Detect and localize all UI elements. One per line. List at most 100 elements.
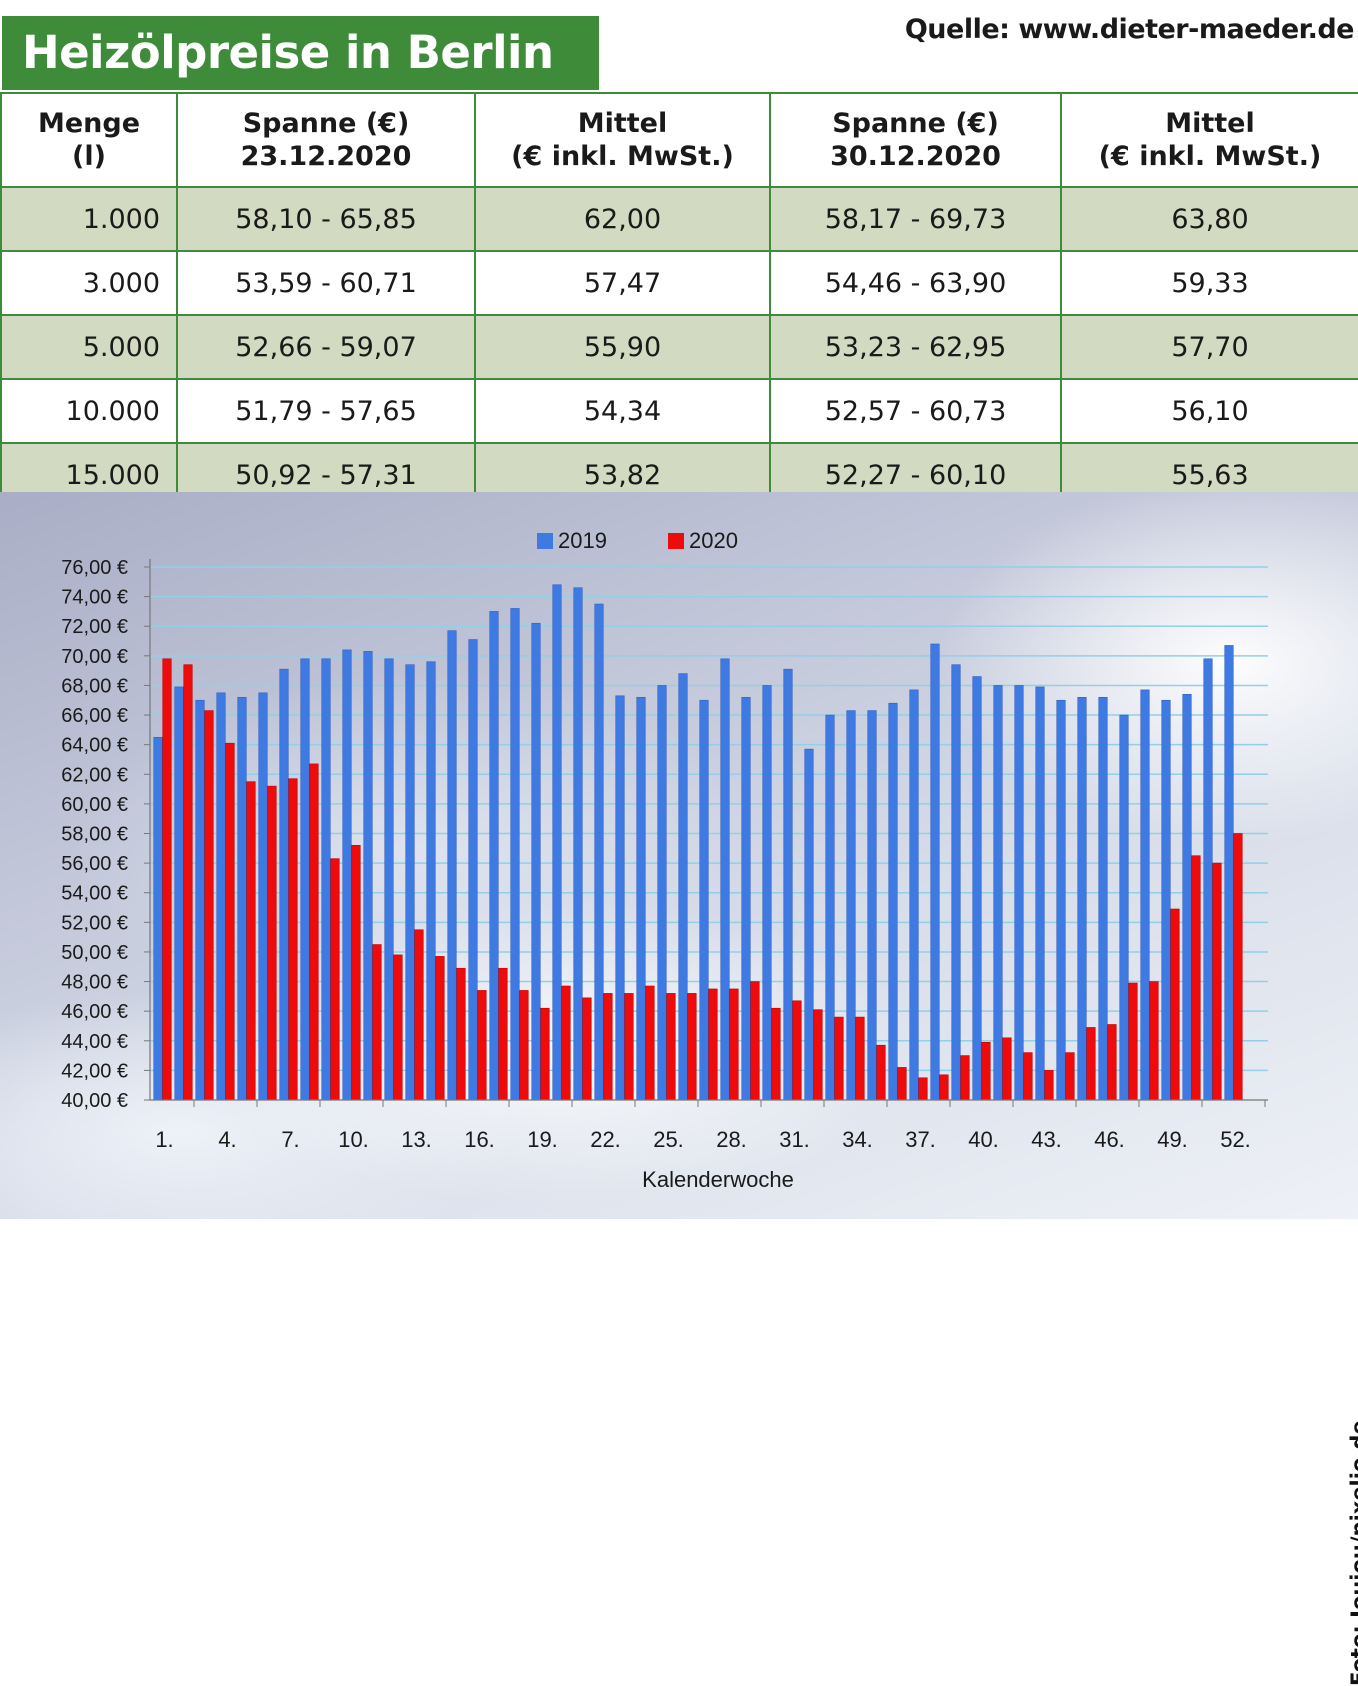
bar-2019-week-24 xyxy=(636,696,646,1101)
x-tick-label: 13. xyxy=(401,1127,432,1152)
bar-2020-week-42 xyxy=(1023,1052,1033,1101)
cell-spanne-2312: 58,10 - 65,85 xyxy=(176,186,476,252)
bar-2019-week-30 xyxy=(762,685,772,1101)
x-tick-label: 34. xyxy=(842,1127,873,1152)
bar-2020-week-5 xyxy=(246,781,256,1101)
bar-2020-week-33 xyxy=(834,1016,844,1101)
bar-2020-week-27 xyxy=(708,988,718,1101)
bar-2019-week-10 xyxy=(342,649,352,1101)
table-row: 5.000 52,66 - 59,07 55,90 53,23 - 62,95 … xyxy=(0,314,1358,380)
bar-2019-week-3 xyxy=(195,699,205,1101)
header-mittel-3012-line1: Mittel xyxy=(1165,108,1255,139)
table-row: 1.000 58,10 - 65,85 62,00 58,17 - 69,73 … xyxy=(0,186,1358,252)
bar-2019-week-13 xyxy=(405,664,415,1101)
legend-swatch-2019 xyxy=(537,533,553,549)
header: Heizölpreise in Berlin Quelle: www.diete… xyxy=(0,0,1358,92)
cell-mittel-2312: 54,34 xyxy=(474,378,771,444)
y-tick-label: 64,00 € xyxy=(61,735,128,757)
x-tick-label: 52. xyxy=(1220,1127,1251,1152)
bar-2020-week-48 xyxy=(1149,981,1159,1101)
y-tick-label: 56,00 € xyxy=(61,853,128,875)
bar-2019-week-42 xyxy=(1014,685,1024,1101)
bar-2020-week-18 xyxy=(519,990,529,1101)
bar-2020-week-7 xyxy=(288,778,298,1101)
bar-2020-week-37 xyxy=(918,1077,928,1101)
legend-swatch-2020 xyxy=(668,533,684,549)
bar-2019-week-27 xyxy=(699,699,709,1101)
header-mittel-3012: Mittel (€ inkl. MwSt.) xyxy=(1060,92,1358,188)
cell-mittel-3012: 57,70 xyxy=(1060,314,1358,380)
header-mittel-2312-line2: (€ inkl. MwSt.) xyxy=(511,141,734,172)
bar-2019-week-44 xyxy=(1056,699,1066,1101)
bar-2020-week-41 xyxy=(1002,1037,1012,1101)
cell-menge: 3.000 xyxy=(0,250,178,316)
cell-menge: 10.000 xyxy=(0,378,178,444)
bar-2020-week-26 xyxy=(687,993,697,1101)
bar-2020-week-6 xyxy=(267,785,277,1101)
x-tick-label: 16. xyxy=(464,1127,495,1152)
table-row: 3.000 53,59 - 60,71 57,47 54,46 - 63,90 … xyxy=(0,250,1358,316)
bar-2020-week-50 xyxy=(1191,855,1201,1101)
bar-2019-week-50 xyxy=(1182,694,1192,1101)
bar-2019-week-7 xyxy=(279,668,289,1101)
table-header-row: Menge (l) Spanne (€) 23.12.2020 Mittel (€ i… xyxy=(0,92,1358,188)
bar-2020-week-45 xyxy=(1086,1027,1096,1101)
bar-2019-week-43 xyxy=(1035,686,1045,1101)
bar-2020-week-36 xyxy=(897,1067,907,1101)
bar-2020-week-39 xyxy=(960,1055,970,1101)
y-tick-label: 50,00 € xyxy=(61,942,128,964)
bar-2019-week-49 xyxy=(1161,699,1171,1101)
y-tick-label: 62,00 € xyxy=(61,764,128,786)
photo-credit: Foto: Joujou/pixelio.de xyxy=(1347,1420,1358,1686)
cell-mittel-2312: 55,90 xyxy=(474,314,771,380)
bar-2019-week-19 xyxy=(531,622,541,1101)
bar-2020-week-20 xyxy=(561,985,571,1101)
bar-2020-week-29 xyxy=(750,981,760,1101)
bar-2019-week-14 xyxy=(426,661,436,1101)
y-tick-label: 52,00 € xyxy=(61,912,128,934)
bar-2020-week-22 xyxy=(603,993,613,1101)
bar-2020-week-34 xyxy=(855,1016,865,1101)
x-tick-label: 4. xyxy=(218,1127,236,1152)
cell-spanne-3012: 52,57 - 60,73 xyxy=(769,378,1062,444)
bar-2019-week-11 xyxy=(363,651,373,1101)
header-menge-line2: (l) xyxy=(72,141,106,172)
bar-2020-week-14 xyxy=(435,956,445,1101)
legend: 2019 2020 xyxy=(537,528,738,553)
bar-2019-week-25 xyxy=(657,685,667,1101)
header-menge: Menge (l) xyxy=(0,92,178,188)
bar-2019-week-22 xyxy=(594,603,604,1101)
cell-spanne-3012: 58,17 - 69,73 xyxy=(769,186,1062,252)
cell-spanne-3012: 53,23 - 62,95 xyxy=(769,314,1062,380)
x-tick-label: 10. xyxy=(338,1127,369,1152)
legend-label-2019: 2019 xyxy=(558,528,607,553)
x-tick-label: 40. xyxy=(968,1127,999,1152)
table-row: 10.000 51,79 - 57,65 54,34 52,57 - 60,73… xyxy=(0,378,1358,444)
bar-2020-week-43 xyxy=(1044,1070,1054,1101)
y-tick-label: 76,00 € xyxy=(61,557,128,579)
header-spanne-2312-line1: Spanne (€) xyxy=(242,108,410,139)
y-tick-label: 42,00 € xyxy=(61,1060,128,1082)
bar-2019-week-21 xyxy=(573,587,583,1101)
bar-2020-week-10 xyxy=(351,845,361,1101)
bar-2019-week-36 xyxy=(888,702,898,1101)
bar-2020-week-25 xyxy=(666,993,676,1101)
bar-2020-week-30 xyxy=(771,1007,781,1101)
header-mittel-3012-line2: (€ inkl. MwSt.) xyxy=(1098,141,1322,172)
x-tick-label: 31. xyxy=(779,1127,810,1152)
bar-2019-week-16 xyxy=(468,639,478,1101)
cell-menge: 1.000 xyxy=(0,186,178,252)
bar-2019-week-5 xyxy=(237,696,247,1101)
cell-spanne-2312: 51,79 - 57,65 xyxy=(176,378,476,444)
header-spanne-3012-line1: Spanne (€) xyxy=(832,108,999,139)
bar-2019-week-48 xyxy=(1140,689,1150,1101)
bar-2020-week-19 xyxy=(540,1007,550,1101)
bar-2019-week-32 xyxy=(804,748,814,1101)
bar-2019-week-9 xyxy=(321,658,331,1101)
bar-2019-week-33 xyxy=(825,714,835,1101)
bar-2019-week-2 xyxy=(174,686,184,1101)
bar-2020-week-15 xyxy=(456,967,466,1101)
bar-2020-week-31 xyxy=(792,1000,802,1101)
bar-2020-week-47 xyxy=(1128,982,1138,1101)
bar-2019-week-45 xyxy=(1077,696,1087,1101)
